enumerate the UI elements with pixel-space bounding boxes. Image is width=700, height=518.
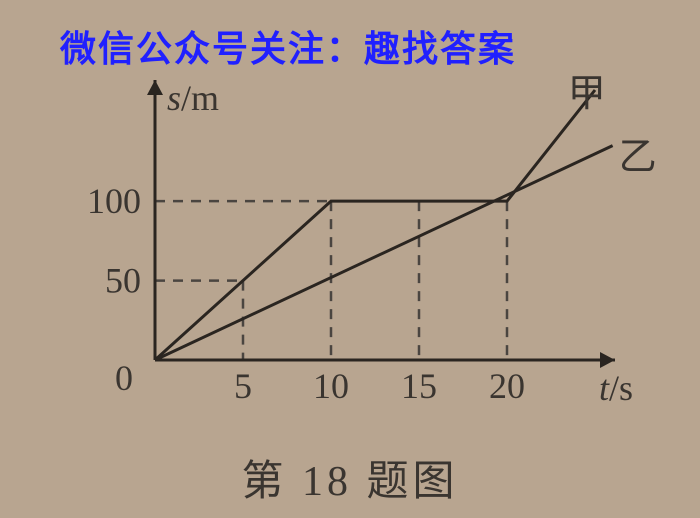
figure-caption: 第 18 题图 <box>0 447 700 508</box>
y-axis-label: s/m <box>167 78 219 118</box>
watermark-text: 微信公众号关注：趣找答案 <box>60 20 516 72</box>
y-tick-label: 50 <box>105 261 141 301</box>
y-tick-label: 100 <box>87 181 141 221</box>
x-tick-label: 10 <box>313 366 349 406</box>
series-甲 <box>155 90 595 360</box>
series-label-jia: 甲 <box>568 73 606 115</box>
x-axis-arrow <box>600 352 615 368</box>
y-axis-arrow <box>147 80 163 95</box>
x-tick-label: 20 <box>489 366 525 406</box>
origin-label: 0 <box>115 358 133 398</box>
series-label-yi: 乙 <box>619 136 657 178</box>
x-axis-label: t/s <box>599 368 633 408</box>
x-tick-label: 5 <box>234 366 252 406</box>
chart-container: 5101520050100s/mt/s甲乙 <box>50 40 650 410</box>
line-chart: 5 10 15 20 0 50 100 s/m t/s 甲乙 <box>50 40 670 420</box>
series-乙 <box>155 146 613 360</box>
x-tick-label: 15 <box>401 366 437 406</box>
